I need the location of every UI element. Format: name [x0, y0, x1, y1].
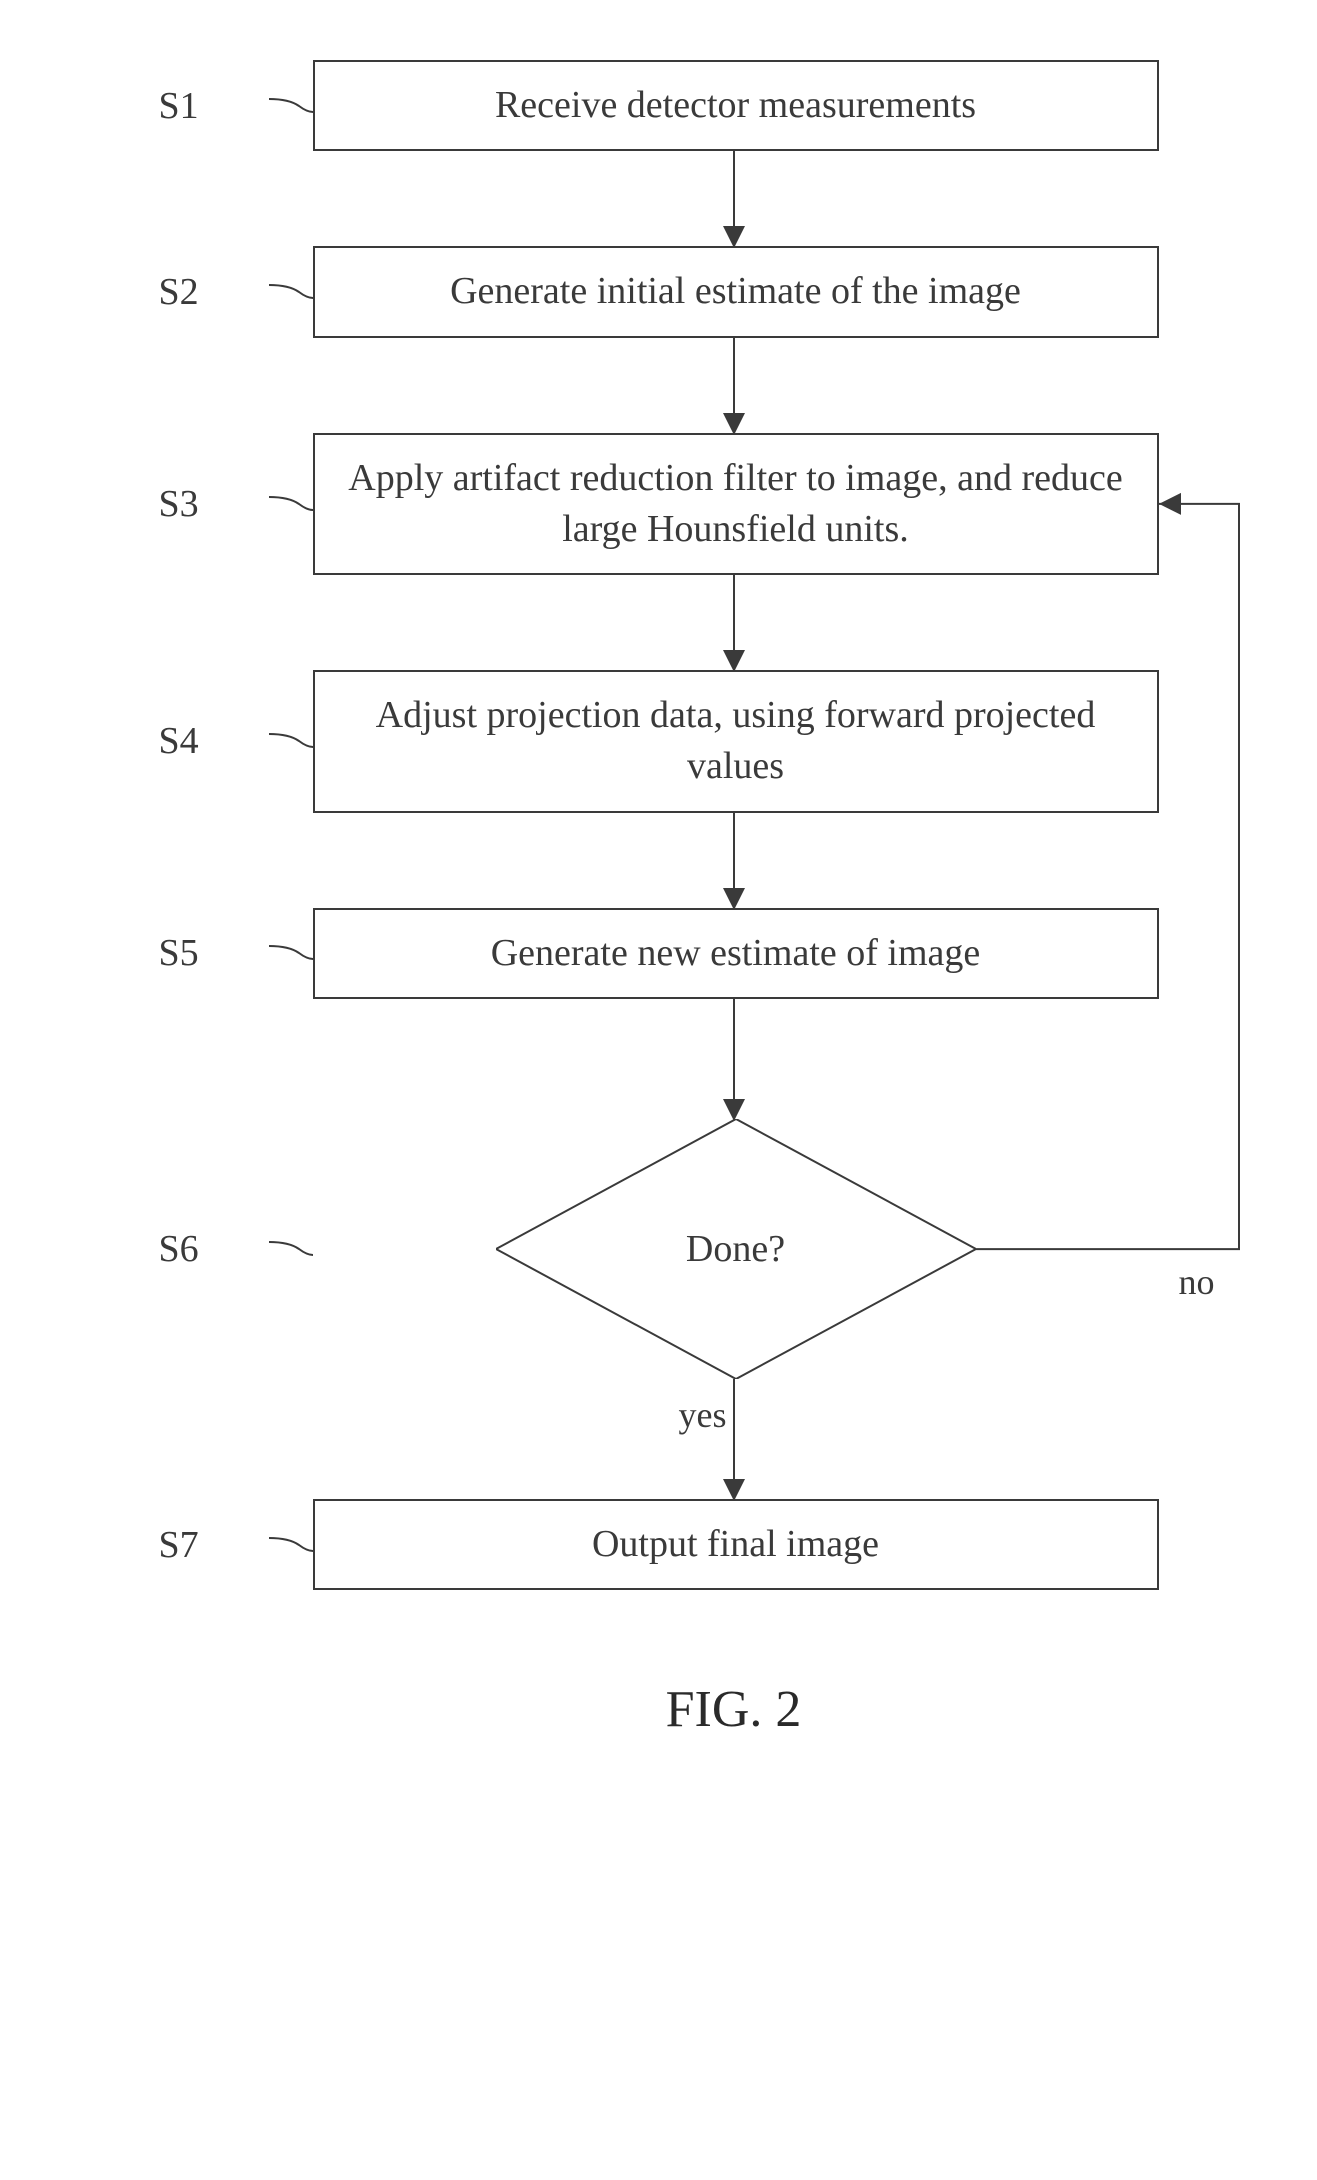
step-row-s6: S6 Done? — [159, 1119, 1159, 1379]
step-row-s2: S2 Generate initial estimate of the imag… — [159, 246, 1159, 337]
process-box-s4: Adjust projection data, using forward pr… — [313, 670, 1159, 813]
connector-curve-s2 — [269, 283, 313, 301]
connector-curve-s6 — [269, 1240, 313, 1258]
step-row-s5: S5 Generate new estimate of image — [159, 908, 1159, 999]
step-row-s4: S4 Adjust projection data, using forward… — [159, 670, 1159, 813]
flowchart-container: S1 Receive detector measurements S2 Gene… — [159, 60, 1159, 1739]
connector-curve-s1 — [269, 97, 313, 115]
step-label-s7: S7 — [159, 1523, 269, 1567]
process-box-s5: Generate new estimate of image — [313, 908, 1159, 999]
process-box-s3: Apply artifact reduction filter to image… — [313, 433, 1159, 576]
arrow-s1-s2 — [159, 151, 1159, 246]
step-label-s6: S6 — [159, 1227, 269, 1271]
step-row-s1: S1 Receive detector measurements — [159, 60, 1159, 151]
process-box-s2: Generate initial estimate of the image — [313, 246, 1159, 337]
decision-diamond-s6: Done? — [313, 1119, 1159, 1379]
step-row-s7: S7 Output final image — [159, 1499, 1159, 1590]
arrow-s5-s6 — [159, 999, 1159, 1119]
arrow-s2-s3 — [159, 338, 1159, 433]
figure-caption: FIG. 2 — [159, 1680, 1159, 1739]
step-label-s4: S4 — [159, 719, 269, 763]
step-label-s1: S1 — [159, 84, 269, 128]
step-label-s5: S5 — [159, 931, 269, 975]
step-label-s2: S2 — [159, 270, 269, 314]
step-row-s3: S3 Apply artifact reduction filter to im… — [159, 433, 1159, 576]
arrow-s3-s4 — [159, 575, 1159, 670]
process-box-s1: Receive detector measurements — [313, 60, 1159, 151]
arrow-s6-s7: yes — [159, 1379, 1159, 1499]
step-label-s3: S3 — [159, 482, 269, 526]
edge-label-no: no — [1179, 1261, 1215, 1303]
connector-curve-s7 — [269, 1536, 313, 1554]
arrow-s4-s5 — [159, 813, 1159, 908]
connector-curve-s5 — [269, 944, 313, 962]
process-box-s7: Output final image — [313, 1499, 1159, 1590]
edge-label-yes: yes — [679, 1394, 727, 1436]
connector-curve-s4 — [269, 732, 313, 750]
connector-curve-s3 — [269, 495, 313, 513]
decision-text: Done? — [686, 1227, 785, 1271]
